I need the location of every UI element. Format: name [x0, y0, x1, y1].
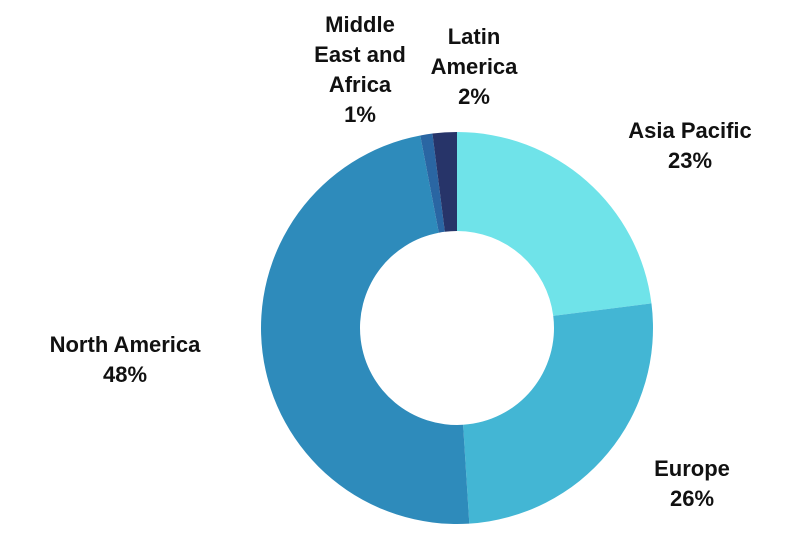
slice-label-line: Asia Pacific: [628, 118, 752, 143]
slice-percent: 1%: [344, 102, 376, 127]
donut-slice-0: [457, 132, 652, 316]
donut-slice-1: [463, 303, 653, 524]
slice-percent: 23%: [668, 148, 712, 173]
slice-percent: 48%: [103, 362, 147, 387]
slice-label-4: Latin America 2%: [431, 24, 519, 109]
donut-slice-3: [420, 133, 445, 233]
slice-label-1: Europe 26%: [654, 456, 730, 511]
labels-layer: Asia Pacific 23% Europe 26% North America 48%…: [50, 12, 752, 511]
donut-slice-4: [432, 132, 457, 232]
donut-slice-2: [261, 135, 470, 524]
slice-label-line: America: [431, 54, 519, 79]
slice-label-line: East and: [314, 42, 406, 67]
slices-layer: [261, 132, 653, 524]
slice-label-0: Asia Pacific 23%: [628, 118, 752, 173]
slice-label-3: Middle East and Africa 1%: [314, 12, 406, 127]
slice-percent: 26%: [670, 486, 714, 511]
slice-label-line: North America: [50, 332, 202, 357]
slice-label-line: Africa: [329, 72, 392, 97]
slice-label-line: Europe: [654, 456, 730, 481]
slice-label-2: North America 48%: [50, 332, 202, 387]
slice-label-line: Middle: [325, 12, 395, 37]
slice-percent: 2%: [458, 84, 490, 109]
slice-label-line: Latin: [448, 24, 501, 49]
